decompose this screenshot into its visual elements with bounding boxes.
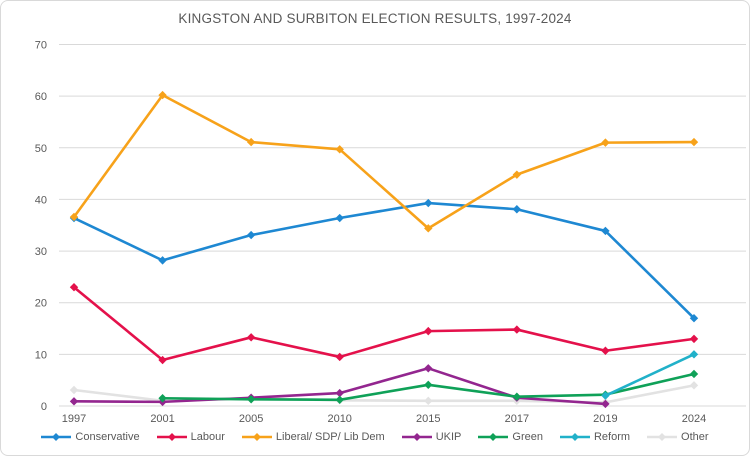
legend-item-other: Other [647,431,709,443]
data-point-liberal-sdp-lib-dem-2001 [158,90,167,100]
data-point-green-2001 [158,394,167,403]
data-point-green-2017 [512,392,522,401]
data-point-ukip-2015 [424,364,433,373]
legend-marker-liberal-sdp-lib-dem [241,433,272,441]
data-point-liberal-sdp-lib-dem-2017 [512,170,522,179]
x-tick-label-2010: 2010 [327,413,351,425]
y-tick-label-70: 70 [35,40,47,52]
legend-marker-reform [559,433,590,441]
y-tick-label-0: 0 [41,401,47,413]
legend-label-liberal-sdp-lib-dem: Liberal/ SDP/ Lib Dem [275,431,385,443]
y-tick-label-60: 60 [35,91,47,103]
legend-item-ukip: UKIP [401,431,462,443]
x-tick-label-2001: 2001 [150,413,174,425]
legend-marker-green [478,433,509,441]
data-point-green-2005 [246,395,256,404]
legend-label-reform: Reform [593,431,631,443]
legend-label-labour: Labour [190,431,225,443]
data-point-ukip-1997 [69,397,79,406]
x-tick-label-1997: 1997 [62,413,86,425]
legend-marker-other [647,433,678,441]
legend-label-green: Green [512,431,543,443]
data-point-conservative-2024 [689,314,699,323]
data-point-conservative-2019 [601,226,610,236]
data-point-other-1997 [69,385,79,395]
data-point-ukip-2010 [335,388,344,398]
y-tick-label-10: 10 [35,349,47,361]
y-tick-label-40: 40 [35,194,47,206]
data-point-labour-2024 [689,334,699,344]
data-point-liberal-sdp-lib-dem-2024 [689,137,699,147]
data-point-liberal-sdp-lib-dem-2015 [424,224,433,233]
data-point-conservative-2001 [158,256,167,265]
legend-label-conservative: Conservative [75,431,140,443]
y-tick-label-20: 20 [35,298,47,310]
y-tick-label-30: 30 [35,246,47,258]
series-line-conservative [72,201,696,320]
data-point-labour-2010 [335,352,344,362]
data-point-reform-2024 [689,350,699,359]
x-tick-label-2019: 2019 [593,413,617,425]
legend-marker-ukip [401,433,432,441]
chart-legend: Conservative Labour Liberal/ SDP/ Lib Dem U… [1,431,749,443]
x-tick-label-2024: 2024 [682,413,706,425]
legend-item-liberal-sdp-lib-dem: Liberal/ SDP/ Lib Dem [241,431,385,443]
legend-marker-labour [156,433,187,441]
data-point-liberal-sdp-lib-dem-2010 [335,145,344,154]
series-line-labour [72,285,696,362]
legend-item-conservative: Conservative [41,431,140,443]
data-point-labour-2017 [512,325,522,334]
x-tick-label-2015: 2015 [416,413,440,425]
data-point-liberal-sdp-lib-dem-1997 [69,212,79,222]
data-point-conservative-2005 [246,230,256,240]
legend-label-other: Other [681,431,709,443]
data-point-conservative-2015 [424,198,433,208]
data-point-green-2024 [689,369,699,379]
x-tick-label-2017: 2017 [505,413,529,425]
series-line-reform [604,353,696,397]
data-point-green-2015 [424,380,433,390]
data-point-labour-1997 [69,283,79,292]
legend-label-ukip: UKIP [435,431,462,443]
data-point-conservative-2010 [335,213,344,223]
chart-title: KINGSTON AND SURBITON ELECTION RESULTS, … [178,11,572,26]
data-point-labour-2005 [246,333,256,342]
data-point-labour-2015 [424,326,433,336]
data-point-green-2010 [335,395,344,405]
data-point-reform-2019 [601,391,610,400]
y-tick-label-50: 50 [35,143,47,155]
data-point-other-2024 [689,381,699,390]
legend-marker-conservative [41,433,72,441]
data-point-liberal-sdp-lib-dem-2005 [246,137,256,147]
legend-item-labour: Labour [156,431,225,443]
legend-item-reform: Reform [559,431,631,443]
data-point-conservative-2017 [512,205,522,214]
data-point-ukip-2019 [601,399,610,409]
data-point-labour-2019 [601,346,610,355]
data-point-liberal-sdp-lib-dem-2019 [601,138,610,147]
x-tick-label-2005: 2005 [239,413,263,425]
data-point-other-2015 [424,396,433,406]
data-point-labour-2001 [158,355,167,365]
legend-item-green: Green [478,431,543,443]
series-line-liberal-sdp-lib-dem [72,93,696,230]
